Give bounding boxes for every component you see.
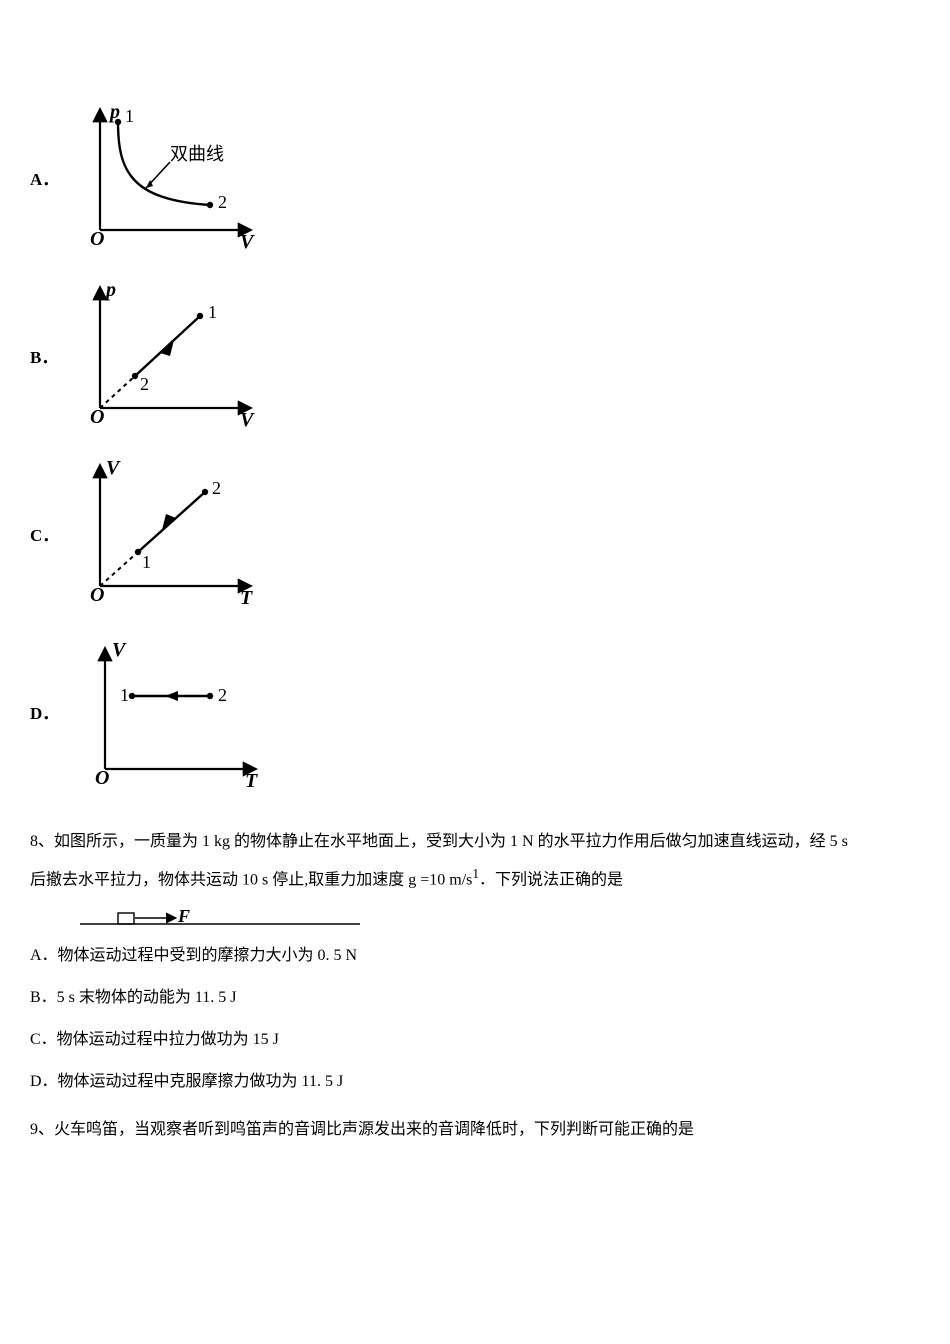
q8-number: 8、 [30,833,54,850]
q8-opt-d: D．物体运动过程中克服摩擦力做功为 11. 5 J [30,1070,920,1094]
x-axis-label: T [245,770,258,792]
q8-opt-a: A．物体运动过程中受到的摩擦力大小为 0. 5 N [30,944,920,968]
option-a-label: A． [30,167,70,193]
point-1-label: 1 [125,106,134,126]
point-2-label: 2 [140,374,149,394]
q8-text: 8、如图所示，一质量为 1 kg 的物体静止在水平地面上，受到大小为 1 N 的… [30,824,920,898]
option-b-row: B． O V p 1 2 [30,278,920,438]
y-axis-label: p [104,279,116,301]
q8-line1: 如图所示，一质量为 1 kg 的物体静止在水平地面上，受到大小为 1 N 的水平… [54,833,848,850]
axis-origin: O [95,767,109,789]
option-b-label: B． [30,345,70,371]
x-axis-label: T [240,587,253,609]
axis-origin: O [90,406,104,428]
option-d-chart: O T V 1 2 [70,634,270,794]
point-2-label: 2 [212,478,221,498]
option-a-row: A． O V p 1 2 双曲线 [30,100,920,260]
hyperbola-annotation: 双曲线 [170,144,224,164]
axis-origin: O [90,228,104,250]
option-d-label: D． [30,701,70,727]
option-c-label: C． [30,523,70,549]
point-1-label: 1 [142,552,151,572]
option-c-chart: O T V 1 2 [70,456,270,616]
option-d-row: D． O T V 1 2 [30,634,920,794]
x-axis-label: V [240,409,255,431]
point-1-label: 1 [120,685,129,705]
q8-line2a: 后撤去水平拉力，物体共运动 10 s 停止,取重力加速度 g =10 m/s [30,872,472,889]
q8-figure: F [60,904,920,932]
option-a-chart: O V p 1 2 双曲线 [70,100,270,260]
q9-number: 9、 [30,1121,54,1138]
point-1-label: 1 [208,302,217,322]
q9-line: 火车鸣笛，当观察者听到鸣笛声的音调比声源发出来的音调降低时，下列判断可能正确的是 [54,1121,694,1138]
q9-text: 9、火车鸣笛，当观察者听到鸣笛声的音调比声源发出来的音调降低时，下列判断可能正确… [30,1112,920,1147]
q8-options: A．物体运动过程中受到的摩擦力大小为 0. 5 N B．5 s 末物体的动能为 … [30,944,920,1094]
option-b-chart: O V p 1 2 [70,278,270,438]
q8-opt-c: C．物体运动过程中拉力做功为 15 J [30,1028,920,1052]
x-axis-label: V [240,231,255,253]
point-2-label: 2 [218,685,227,705]
axis-origin: O [90,584,104,606]
option-c-row: C． O T V 1 2 [30,456,920,616]
force-label: F [177,906,190,926]
y-axis-label: V [112,639,127,661]
y-axis-label: V [106,457,121,479]
point-2-label: 2 [218,192,227,212]
q8-opt-b: B．5 s 末物体的动能为 11. 5 J [30,986,920,1010]
q8-line2b: ．下列说法正确的是 [479,872,623,889]
